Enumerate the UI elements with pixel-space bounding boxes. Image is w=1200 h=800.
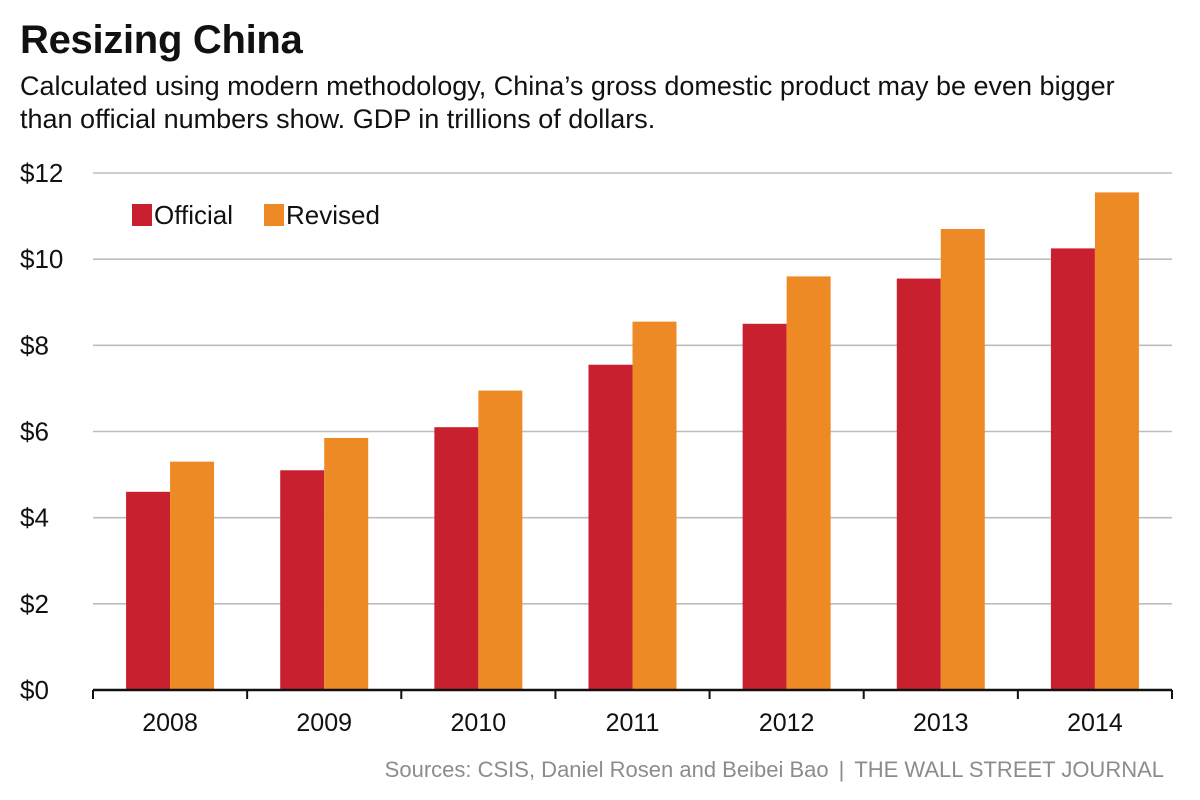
- y-tick-label: $6: [20, 417, 49, 447]
- y-tick-label: $2: [20, 589, 49, 619]
- footer-separator: |: [838, 757, 845, 782]
- legend: Official Revised: [132, 200, 380, 230]
- x-tick-label: 2008: [142, 709, 198, 737]
- bar-revised-2014: [1094, 192, 1139, 690]
- y-tick-label: $8: [20, 330, 49, 360]
- y-tick-label: $12: [20, 158, 63, 188]
- bar-revised-2012: [786, 276, 831, 690]
- x-tick-label: 2012: [759, 709, 815, 737]
- y-tick-label: $10: [20, 244, 63, 274]
- bar-official-2009: [280, 470, 325, 690]
- bar-revised-2013: [940, 229, 985, 690]
- x-tick-label: 2009: [296, 709, 352, 737]
- publisher-text: THE WALL STREET JOURNAL: [854, 757, 1164, 782]
- x-tick-label: 2011: [606, 709, 660, 737]
- bar-official-2012: [742, 323, 787, 690]
- y-tick-label: $0: [20, 675, 49, 705]
- x-tick-label: 2010: [451, 709, 507, 737]
- bar-official-2008: [126, 491, 171, 690]
- legend-label-revised: Revised: [286, 200, 380, 230]
- source-line: Sources: CSIS, Daniel Rosen and Beibei B…: [385, 757, 1164, 783]
- bar-official-2010: [434, 427, 479, 690]
- bar-revised-2008: [170, 461, 215, 690]
- y-tick-label: $4: [20, 503, 49, 533]
- x-tick-label: 2013: [913, 709, 969, 737]
- x-axis: [92, 688, 1173, 699]
- bar-official-2011: [588, 364, 633, 690]
- legend-swatch-official: [132, 204, 152, 226]
- x-tick-label: 2014: [1067, 709, 1123, 737]
- x-axis-tick-labels: 2008 2009 2010 2011 2012 2013 2014: [142, 709, 1123, 737]
- bar-revised-2010: [478, 390, 523, 690]
- bars: [126, 192, 1139, 691]
- legend-label-official: Official: [154, 200, 233, 230]
- chart-title: Resizing China: [20, 18, 303, 62]
- bar-chart: $0 $2 $4 $6 $8 $10 $12 2008 2009 2010 2011 2012 201…: [20, 158, 1173, 737]
- chart-subtitle: Calculated using modern methodology, Chi…: [20, 71, 1115, 134]
- bar-revised-2009: [324, 437, 369, 690]
- bar-revised-2011: [632, 321, 677, 690]
- bar-official-2013: [896, 278, 941, 690]
- y-axis-tick-labels: $0 $2 $4 $6 $8 $10 $12: [20, 158, 63, 705]
- bar-official-2014: [1050, 248, 1095, 691]
- sources-text: Sources: CSIS, Daniel Rosen and Beibei B…: [384, 757, 829, 782]
- legend-swatch-revised: [264, 204, 284, 226]
